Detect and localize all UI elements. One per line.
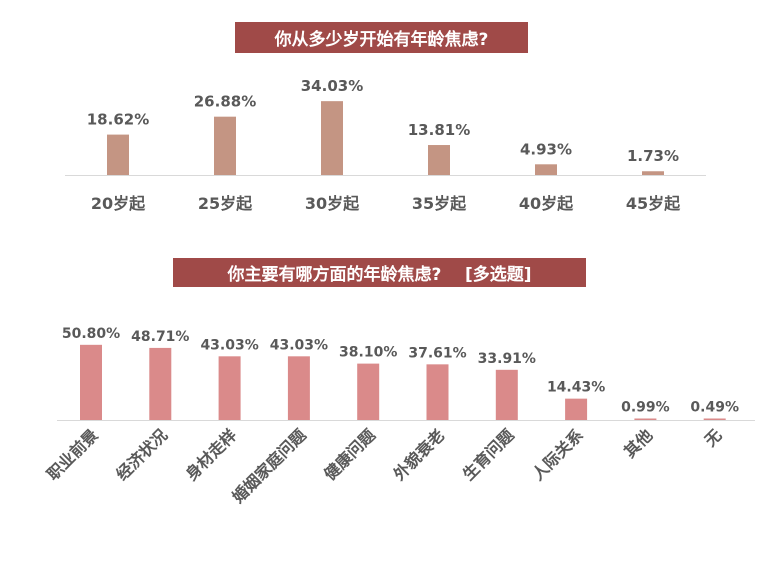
- chart2-data-label-6: 33.91%: [478, 351, 536, 367]
- chart2-category-label-9: 无: [700, 425, 725, 450]
- chart1-data-label-1: 26.88%: [194, 93, 256, 111]
- chart1-bar-0: [107, 134, 129, 175]
- chart2-category-label-8: 其他: [620, 425, 656, 461]
- chart2-bar-8: [634, 418, 657, 420]
- chart2-data-label-9: 0.49%: [690, 400, 739, 416]
- chart2-category-label-6: 生育问题: [459, 425, 518, 484]
- chart1-data-label-3: 13.81%: [408, 121, 470, 139]
- chart2-bar-6: [495, 369, 518, 420]
- chart2-category-label-0: 职业前景: [43, 425, 102, 484]
- chart2-bar-1: [149, 347, 172, 420]
- chart1-bar-1: [214, 116, 236, 175]
- chart1-category-label-1: 25岁起: [198, 194, 253, 213]
- chart2-bar-0: [80, 344, 102, 420]
- chart1-title: 你从多少岁开始有年龄焦虑?: [235, 22, 528, 53]
- chart1-category-label-4: 40岁起: [519, 194, 574, 213]
- chart1-data-label-4: 4.93%: [520, 140, 572, 158]
- chart2-bar-2: [218, 356, 241, 420]
- chart1-category-label-2: 30岁起: [305, 194, 360, 213]
- chart1-category-label-5: 45岁起: [626, 194, 681, 213]
- chart2-title: 你主要有哪方面的年龄焦虑? [多选题]: [173, 258, 586, 287]
- chart1-data-label-5: 1.73%: [627, 147, 679, 165]
- chart2-category-label-1: 经济状况: [112, 425, 171, 484]
- chart2-data-label-4: 38.10%: [339, 345, 397, 361]
- chart2-category-label-7: 人际关系: [528, 425, 587, 484]
- chart2-category-label-3: 婚姻家庭问题: [228, 425, 310, 507]
- chart2-data-label-3: 43.03%: [270, 337, 328, 353]
- chart1-bar-4: [535, 164, 557, 175]
- chart2-category-label-5: 外貌衰老: [389, 425, 448, 484]
- chart2-bar-4: [357, 363, 380, 420]
- chart1-data-label-0: 18.62%: [87, 111, 149, 129]
- chart2-category-label-2: 身材走样: [182, 425, 241, 484]
- chart2-data-label-2: 43.03%: [200, 337, 258, 353]
- chart1-bar-2: [321, 101, 343, 175]
- chart2-data-label-8: 0.99%: [621, 400, 670, 416]
- chart2-data-label-0: 50.80%: [62, 326, 120, 342]
- chart1-category-label-0: 20岁起: [91, 194, 146, 213]
- chart1-bar-3: [428, 145, 450, 175]
- chart2-bar-9: [703, 418, 726, 420]
- chart2-bar-7: [565, 398, 588, 420]
- chart2-data-label-5: 37.61%: [408, 345, 466, 361]
- chart2-bar-3: [287, 356, 310, 420]
- chart2-data-label-1: 48.71%: [131, 329, 189, 345]
- chart1-data-label-2: 34.03%: [301, 77, 363, 95]
- chart1-category-label-3: 35岁起: [412, 194, 467, 213]
- chart2-data-label-7: 14.43%: [547, 380, 605, 396]
- chart2-category-label-4: 健康问题: [320, 425, 379, 484]
- chart1-bar-5: [642, 171, 664, 175]
- chart2-bar-5: [426, 364, 449, 420]
